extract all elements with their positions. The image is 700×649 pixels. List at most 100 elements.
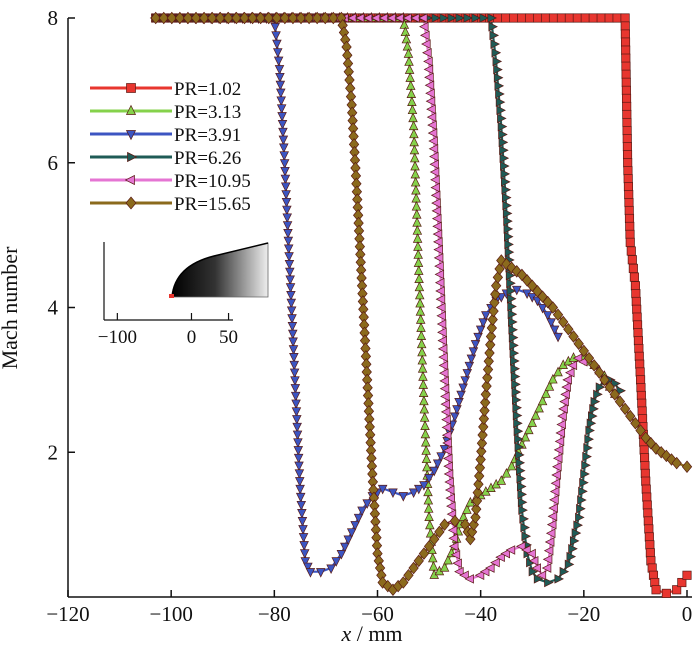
y-axis-title: Mach number — [0, 246, 22, 369]
data-point — [514, 434, 524, 444]
data-point — [588, 411, 598, 421]
data-point — [573, 337, 584, 350]
data-point — [599, 373, 610, 387]
data-point — [436, 311, 446, 321]
data-point — [331, 557, 341, 567]
x-tick-label: −120 — [46, 602, 89, 626]
data-point — [475, 453, 486, 466]
data-point — [552, 453, 563, 464]
data-point — [530, 410, 541, 420]
data-point — [644, 532, 654, 542]
data-point — [422, 461, 432, 472]
data-point — [524, 424, 534, 435]
data-point — [506, 286, 517, 296]
data-point — [450, 550, 461, 560]
data-point — [508, 332, 519, 343]
inset-ticks: −100 0 50 — [98, 313, 238, 348]
data-point — [509, 340, 519, 351]
data-point — [412, 225, 423, 235]
data-point — [622, 134, 632, 144]
data-point — [512, 395, 522, 405]
data-point — [586, 418, 597, 429]
data-point — [624, 198, 634, 208]
data-point — [411, 184, 421, 195]
data-point — [556, 13, 567, 23]
y-tick-label: 8 — [48, 6, 59, 30]
data-point — [512, 410, 523, 421]
data-point — [481, 311, 491, 321]
data-point — [439, 518, 450, 531]
data-point — [423, 503, 434, 513]
data-point — [447, 13, 458, 23]
data-point — [494, 81, 505, 91]
legend-label: PR=1.02 — [174, 79, 241, 100]
data-point — [292, 415, 302, 425]
data-point — [292, 430, 303, 441]
data-point — [506, 261, 517, 274]
data-point — [436, 319, 447, 329]
data-point — [438, 368, 449, 378]
data-point — [556, 419, 566, 430]
data-point — [427, 128, 438, 138]
legend-label: PR=3.91 — [174, 125, 241, 146]
data-point — [431, 213, 442, 224]
data-point — [548, 13, 559, 23]
data-point — [622, 109, 632, 120]
data-point — [525, 13, 535, 23]
series-markers — [149, 11, 693, 598]
data-point — [577, 495, 587, 505]
data-point — [593, 389, 603, 400]
data-point — [409, 152, 420, 163]
data-point — [423, 540, 435, 553]
data-point — [416, 338, 427, 349]
data-point — [283, 236, 294, 247]
data-point — [271, 31, 281, 41]
data-point — [526, 548, 536, 559]
data-point — [516, 481, 527, 492]
data-point — [414, 281, 425, 292]
data-point — [428, 552, 438, 563]
data-point — [410, 160, 420, 171]
data-point — [521, 531, 532, 541]
legend-item: PR=1.02 — [90, 79, 241, 100]
data-point — [482, 371, 493, 385]
data-point — [635, 424, 646, 437]
data-point — [495, 97, 506, 107]
data-point — [286, 306, 297, 317]
data-point — [581, 460, 591, 471]
data-point — [681, 460, 693, 473]
data-point — [633, 320, 643, 330]
data-point — [503, 216, 513, 226]
data-point — [632, 304, 642, 314]
data-point — [620, 21, 630, 31]
data-point — [661, 449, 672, 463]
x-tick-label: −40 — [464, 602, 497, 626]
legend-marker — [125, 130, 137, 141]
data-point — [231, 11, 242, 25]
data-point — [388, 488, 398, 499]
data-point — [272, 39, 282, 50]
data-point — [285, 267, 295, 278]
data-point — [404, 56, 414, 66]
data-point — [645, 436, 657, 450]
data-point — [642, 492, 652, 502]
data-point — [288, 345, 299, 355]
data-point — [294, 477, 305, 487]
data-point — [289, 368, 300, 379]
data-point — [275, 72, 285, 83]
data-point — [415, 314, 426, 324]
data-point — [485, 563, 495, 573]
data-point — [537, 303, 548, 314]
data-point — [440, 407, 451, 417]
inset-tick-label: 50 — [219, 327, 238, 348]
data-point — [442, 453, 453, 464]
data-point — [357, 506, 367, 517]
data-point — [282, 213, 292, 224]
data-point — [315, 568, 326, 578]
data-point — [506, 460, 517, 471]
data-point — [429, 532, 440, 546]
data-point — [516, 473, 527, 484]
data-point — [410, 168, 421, 179]
data-point — [621, 53, 631, 63]
data-point — [510, 363, 520, 374]
